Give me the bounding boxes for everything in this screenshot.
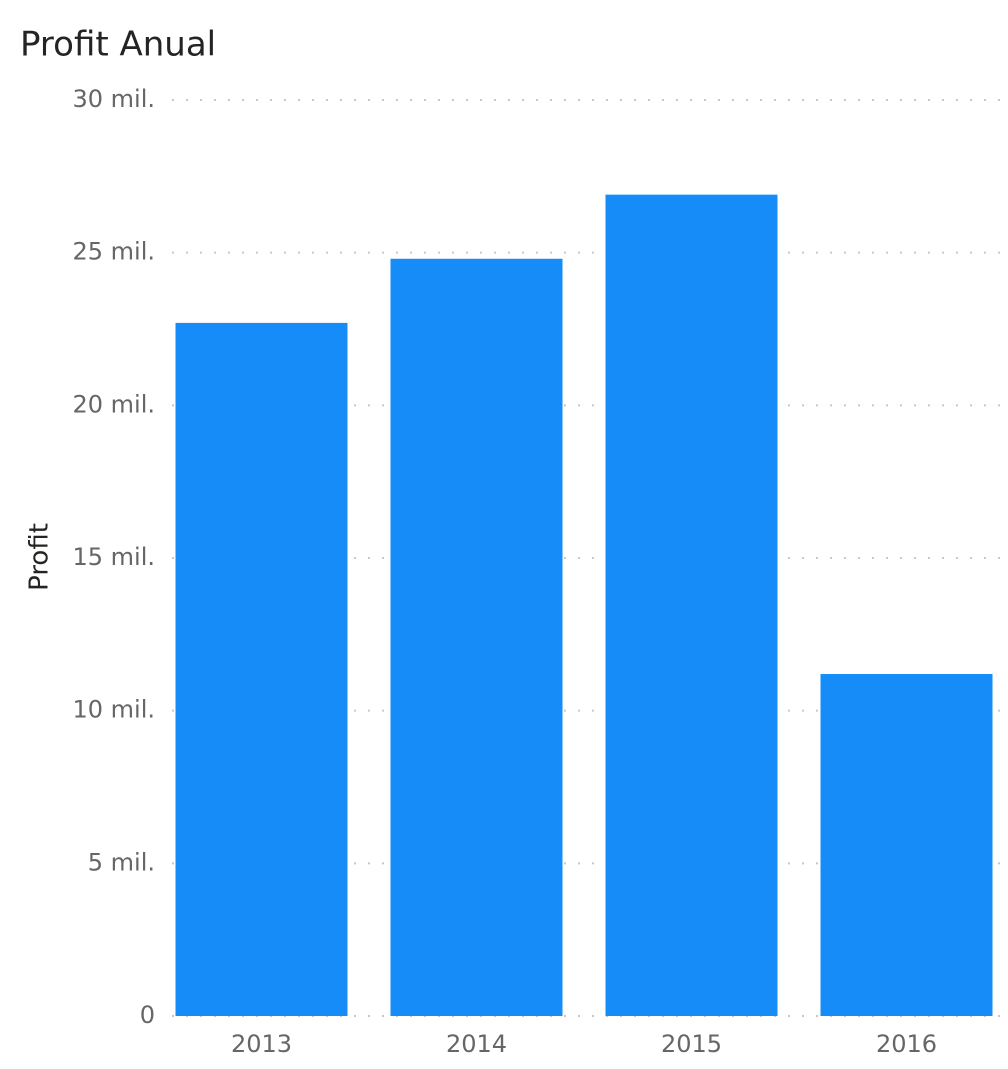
y-tick-label: 30 mil. <box>72 85 155 113</box>
y-tick-label: 25 mil. <box>72 238 155 266</box>
x-tick-label: 2015 <box>661 1030 722 1058</box>
y-tick-label: 10 mil. <box>72 696 155 724</box>
y-tick-label: 20 mil. <box>72 390 155 418</box>
y-tick-label: 0 <box>140 1001 155 1029</box>
y-tick-label: 5 mil. <box>88 848 155 876</box>
y-axis-label: Profit <box>25 523 55 591</box>
bar <box>820 674 993 1016</box>
x-tick-label: 2014 <box>446 1030 507 1058</box>
bar <box>175 322 348 1017</box>
bar <box>605 194 778 1017</box>
x-tick-label: 2016 <box>876 1030 937 1058</box>
x-tick-label: 2013 <box>231 1030 292 1058</box>
bar <box>390 258 563 1017</box>
y-tick-label: 15 mil. <box>72 543 155 571</box>
chart-title: Profit Anual <box>20 25 216 65</box>
